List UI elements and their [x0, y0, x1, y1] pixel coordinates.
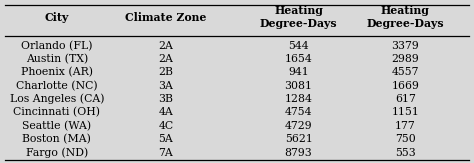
Text: 3379: 3379 — [392, 41, 419, 51]
Text: 2A: 2A — [158, 41, 173, 51]
Text: 2989: 2989 — [392, 54, 419, 64]
Text: 5621: 5621 — [285, 134, 312, 144]
Text: Los Angeles (CA): Los Angeles (CA) — [9, 94, 104, 104]
Text: Seattle (WA): Seattle (WA) — [22, 121, 91, 131]
Text: 177: 177 — [395, 121, 416, 131]
Text: 941: 941 — [288, 67, 309, 77]
Text: 3081: 3081 — [284, 81, 313, 91]
Text: Climate Zone: Climate Zone — [125, 12, 207, 23]
Text: Austin (TX): Austin (TX) — [26, 54, 88, 64]
Text: 7A: 7A — [158, 148, 173, 158]
Text: 5A: 5A — [158, 134, 173, 144]
Text: Fargo (ND): Fargo (ND) — [26, 147, 88, 158]
Text: 3B: 3B — [158, 94, 173, 104]
Text: Phoenix (AR): Phoenix (AR) — [21, 67, 93, 78]
Text: 4754: 4754 — [285, 107, 312, 118]
Text: 1284: 1284 — [285, 94, 312, 104]
Text: Orlando (FL): Orlando (FL) — [21, 40, 92, 51]
Text: 750: 750 — [395, 134, 416, 144]
Text: 2B: 2B — [158, 67, 173, 77]
Text: Charlotte (NC): Charlotte (NC) — [16, 81, 98, 91]
Text: 1669: 1669 — [392, 81, 419, 91]
Text: 544: 544 — [288, 41, 309, 51]
Text: Cincinnati (OH): Cincinnati (OH) — [13, 107, 100, 118]
Text: City: City — [45, 12, 69, 23]
Text: 4C: 4C — [158, 121, 173, 131]
Text: 1151: 1151 — [392, 107, 419, 118]
Text: 553: 553 — [395, 148, 416, 158]
Text: 4729: 4729 — [285, 121, 312, 131]
Text: Boston (MA): Boston (MA) — [22, 134, 91, 144]
Text: 3A: 3A — [158, 81, 173, 91]
Text: 8793: 8793 — [285, 148, 312, 158]
Text: 4A: 4A — [158, 107, 173, 118]
Text: Heating
Degree-Days: Heating Degree-Days — [260, 5, 337, 29]
Text: 2A: 2A — [158, 54, 173, 64]
Text: 617: 617 — [395, 94, 416, 104]
Text: 1654: 1654 — [285, 54, 312, 64]
Text: 4557: 4557 — [392, 67, 419, 77]
Text: Heating
Degree-Days: Heating Degree-Days — [366, 5, 444, 29]
